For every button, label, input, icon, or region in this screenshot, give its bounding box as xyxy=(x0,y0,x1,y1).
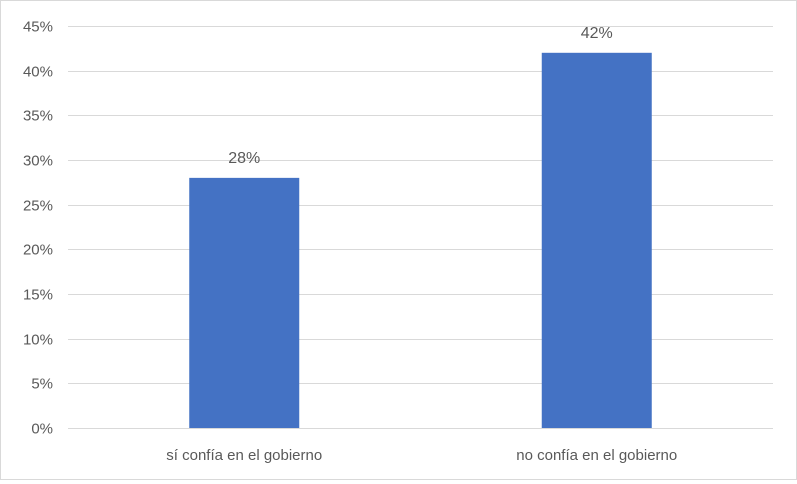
y-tick-label: 10% xyxy=(23,332,53,349)
y-tick-label: 35% xyxy=(23,108,53,125)
bar xyxy=(189,177,300,428)
x-axis-ticks: sí confía en el gobierno no confía en el … xyxy=(166,447,677,464)
y-tick-label: 25% xyxy=(23,198,53,215)
x-tick-label: sí confía en el gobierno xyxy=(166,447,322,464)
y-tick-label: 40% xyxy=(23,64,53,81)
y-axis-ticks: 0% 5% 10% 15% 20% 25% 30% 35% 40% 45% xyxy=(23,19,53,438)
y-tick-label: 15% xyxy=(23,287,53,304)
gridlines xyxy=(68,26,773,429)
bar xyxy=(541,52,652,429)
y-tick-label: 45% xyxy=(23,19,53,36)
y-tick-label: 5% xyxy=(31,376,53,393)
x-tick-label: no confía en el gobierno xyxy=(516,447,677,464)
y-tick-label: 30% xyxy=(23,153,53,170)
y-tick-label: 20% xyxy=(23,242,53,259)
data-label: 42% xyxy=(581,25,613,42)
y-tick-label: 0% xyxy=(31,421,53,438)
bars xyxy=(189,52,652,429)
data-label: 28% xyxy=(228,150,260,167)
data-labels: 28% 42% xyxy=(228,25,613,167)
